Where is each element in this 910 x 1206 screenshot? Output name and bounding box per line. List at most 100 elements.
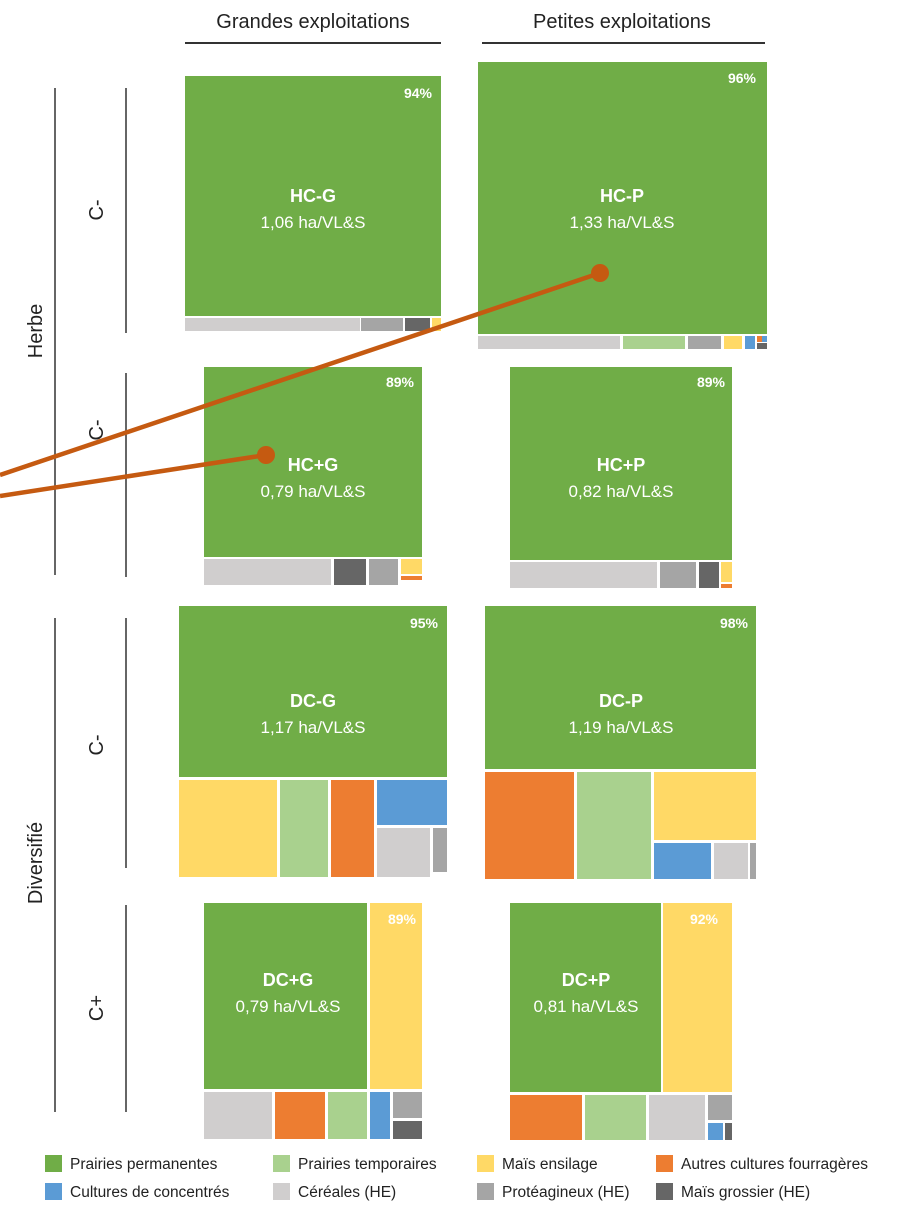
- cell-prairies-permanentes: [185, 76, 441, 316]
- legend: Prairies permanentes Prairies temporaire…: [45, 1155, 868, 1201]
- legend-item-proteagineux: Protéagineux (HE): [477, 1183, 630, 1201]
- pointer-dot: [257, 446, 275, 464]
- cell-prairies-temporaires: [577, 772, 651, 879]
- block-label: DC-P: [599, 691, 643, 711]
- column-header-grandes: Grandes exploitations: [216, 11, 409, 33]
- block-percent: 96%: [728, 70, 757, 86]
- subgroup-label-hc-minus: C-: [86, 199, 108, 220]
- block-dc-plus-g: 89% DC+G 0,79 ha/VL&S: [204, 903, 422, 1139]
- pointer-line: [0, 452, 267, 499]
- pointer-dot: [591, 264, 609, 282]
- legend-item-autres-cultures: Autres cultures fourragères: [656, 1155, 868, 1173]
- legend-label: Autres cultures fourragères: [681, 1156, 868, 1173]
- cell-mais-ensilage: [654, 772, 756, 840]
- cell-prairies-temporaires: [623, 336, 685, 349]
- cell-mais-grossier: [757, 343, 767, 349]
- cell-prairies-temporaires: [280, 780, 328, 877]
- cell-autres-cultures: [401, 576, 422, 580]
- cell-proteagineux: [361, 318, 403, 331]
- block-label: HC+G: [288, 455, 339, 475]
- cell-cereales: [714, 843, 748, 879]
- block-percent: 89%: [388, 911, 417, 927]
- block-percent: 89%: [386, 374, 415, 390]
- block-percent: 95%: [410, 615, 439, 631]
- cell-mais-ensilage: [663, 903, 732, 1092]
- cell-cultures-concentres: [370, 1092, 390, 1139]
- legend-swatch: [45, 1183, 62, 1200]
- cell-mais-ensilage: [432, 318, 441, 331]
- cell-cereales: [649, 1095, 705, 1140]
- block-label: DC+P: [562, 970, 611, 990]
- cell-mais-grossier: [699, 562, 719, 588]
- block-label: DC+G: [263, 970, 314, 990]
- cell-autres-cultures: [331, 780, 374, 877]
- block-value: 1,19 ha/VL&S: [569, 718, 674, 737]
- block-percent: 94%: [404, 85, 433, 101]
- cell-cultures-concentres: [745, 336, 755, 349]
- subgroup-label-hc-plus: C-: [86, 419, 108, 440]
- legend-item-mais-ensilage: Maïs ensilage: [477, 1155, 598, 1173]
- cell-prairies-permanentes: [510, 903, 661, 1092]
- cell-proteagineux: [393, 1092, 422, 1118]
- cell-mais-ensilage: [179, 780, 277, 877]
- group-label-herbe: Herbe: [25, 304, 47, 358]
- block-value: 0,79 ha/VL&S: [236, 997, 341, 1016]
- block-dc-plus-p: 92% DC+P 0,81 ha/VL&S: [510, 903, 732, 1140]
- cell-prairies-temporaires: [585, 1095, 646, 1140]
- block-dc-g: 95% DC-G 1,17 ha/VL&S: [179, 606, 447, 877]
- block-percent: 92%: [690, 911, 719, 927]
- legend-swatch: [45, 1155, 62, 1172]
- cell-proteagineux: [750, 843, 756, 879]
- legend-item-cultures-concentres: Cultures de concentrés: [45, 1183, 230, 1201]
- cell-prairies-permanentes: [204, 903, 367, 1089]
- legend-swatch: [273, 1155, 290, 1172]
- cell-proteagineux: [688, 336, 721, 349]
- block-hc-plus-g: 89% HC+G 0,79 ha/VL&S: [204, 367, 422, 585]
- cell-prairies-permanentes: [204, 367, 422, 557]
- legend-swatch: [656, 1183, 673, 1200]
- legend-label: Maïs grossier (HE): [681, 1184, 810, 1201]
- cell-autres-cultures: [510, 1095, 582, 1140]
- cell-cereales: [204, 559, 331, 585]
- cell-proteagineux: [369, 559, 398, 585]
- legend-item-prairies-temporaires: Prairies temporaires: [273, 1155, 437, 1173]
- legend-label: Cultures de concentrés: [70, 1184, 230, 1201]
- cell-mais-grossier: [334, 559, 366, 585]
- pointer-line: [0, 270, 601, 478]
- legend-label: Céréales (HE): [298, 1184, 396, 1201]
- group-label-diversifie: Diversifié: [25, 822, 47, 904]
- block-hc-g: 94% HC-G 1,06 ha/VL&S: [185, 76, 441, 331]
- cell-mais-ensilage: [724, 336, 742, 349]
- cell-autres-cultures: [757, 336, 762, 342]
- block-value: 0,79 ha/VL&S: [261, 482, 366, 501]
- cell-prairies-permanentes: [179, 606, 447, 777]
- legend-swatch: [273, 1183, 290, 1200]
- cell-mais-grossier: [725, 1123, 732, 1140]
- block-label: HC+P: [597, 455, 646, 475]
- legend-label: Protéagineux (HE): [502, 1184, 630, 1201]
- cell-proteagineux: [708, 1095, 732, 1120]
- block-value: 1,33 ha/VL&S: [570, 213, 675, 232]
- annotation-pointers: [0, 264, 609, 499]
- cell-proteagineux: [660, 562, 696, 588]
- cell-prairies-permanentes: [485, 606, 756, 769]
- cell-cereales: [377, 828, 430, 877]
- cell-mais-ensilage: [401, 559, 422, 574]
- legend-item-prairies-permanentes: Prairies permanentes: [45, 1155, 218, 1173]
- legend-label: Prairies temporaires: [298, 1156, 437, 1173]
- legend-label: Maïs ensilage: [502, 1156, 598, 1173]
- block-value: 0,81 ha/VL&S: [534, 997, 639, 1016]
- cell-cereales: [185, 318, 360, 331]
- column-header-petites: Petites exploitations: [533, 11, 711, 33]
- block-label: DC-G: [290, 691, 336, 711]
- cell-cultures-concentres: [708, 1123, 723, 1140]
- block-label: HC-G: [290, 186, 336, 206]
- cell-prairies-permanentes: [478, 62, 767, 334]
- cell-proteagineux: [433, 828, 447, 872]
- cell-cultures-concentres: [654, 843, 711, 879]
- cell-mais-ensilage: [370, 903, 422, 1089]
- cell-cereales: [478, 336, 620, 349]
- cell-prairies-permanentes: [510, 367, 732, 560]
- legend-label: Prairies permanentes: [70, 1156, 218, 1173]
